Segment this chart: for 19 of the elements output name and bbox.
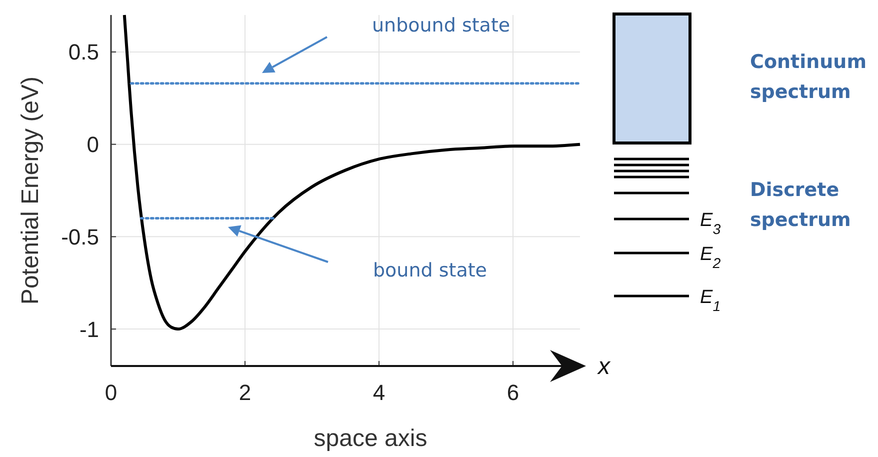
text: E$_{2}$ <box>700 244 721 272</box>
y-tick-label: -1 <box>79 316 99 342</box>
text: Continuum spectrum <box>750 51 866 103</box>
x-axis-title: space axis <box>314 425 428 452</box>
x-tick-label: 2 <box>238 380 252 405</box>
x-tick-label: 6 <box>506 380 520 405</box>
x-tick-label: 4 <box>372 380 386 405</box>
y-tick-label: 0.5 <box>68 40 99 65</box>
y-tick-label: 0 <box>86 132 99 158</box>
text: x <box>597 353 611 380</box>
text: E$_{1}$ <box>700 287 721 315</box>
text: Discrete spectrum <box>750 179 851 231</box>
annotation: unbound state <box>372 14 510 37</box>
x-tick-label: 0 <box>104 380 118 405</box>
text: E$_{3}$ <box>700 210 721 238</box>
y-tick-label: -0.5 <box>61 224 99 250</box>
y-axis-title: Potential Energy (eV) <box>17 76 44 305</box>
line-series <box>122 14 582 331</box>
annotation: bound state <box>373 260 487 282</box>
